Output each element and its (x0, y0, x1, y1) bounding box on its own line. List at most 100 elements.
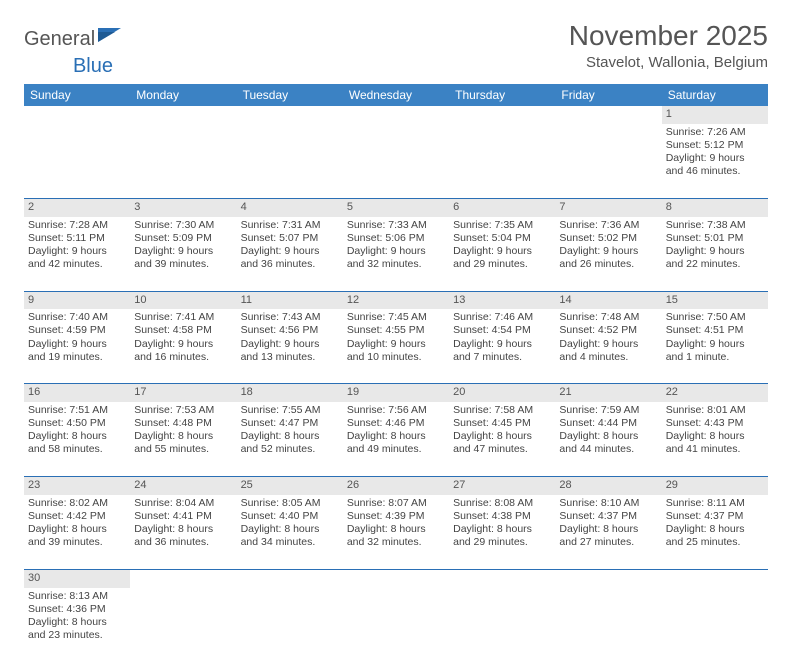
day-number-cell: 20 (449, 384, 555, 402)
sunrise-text: Sunrise: 7:41 AM (134, 311, 232, 324)
sunset-text: Sunset: 4:55 PM (347, 324, 445, 337)
day-number-cell: 8 (662, 198, 768, 216)
weekday-header-row: Sunday Monday Tuesday Wednesday Thursday… (24, 84, 768, 106)
day-detail-cell: Sunrise: 8:10 AMSunset: 4:37 PMDaylight:… (555, 495, 661, 570)
daylight-text-2: and 4 minutes. (559, 351, 657, 364)
day-number-cell (555, 106, 661, 124)
daylight-text-2: and 58 minutes. (28, 443, 126, 456)
sunrise-text: Sunrise: 8:13 AM (28, 590, 126, 603)
sunrise-text: Sunrise: 7:35 AM (453, 219, 551, 232)
day-detail-cell (130, 588, 236, 662)
sunrise-text: Sunrise: 7:56 AM (347, 404, 445, 417)
weekday-header: Tuesday (237, 84, 343, 106)
daylight-text-2: and 27 minutes. (559, 536, 657, 549)
day-number-cell: 16 (24, 384, 130, 402)
daylight-text-2: and 39 minutes. (28, 536, 126, 549)
day-number-cell (24, 106, 130, 124)
day-number-cell: 7 (555, 198, 661, 216)
daylight-text-2: and 36 minutes. (241, 258, 339, 271)
day-number-cell (237, 106, 343, 124)
daylight-text: Daylight: 9 hours (666, 152, 764, 165)
day-number-cell: 30 (24, 569, 130, 587)
sunrise-text: Sunrise: 7:33 AM (347, 219, 445, 232)
daylight-text: Daylight: 8 hours (453, 523, 551, 536)
day-number-cell (130, 106, 236, 124)
daylight-text: Daylight: 8 hours (28, 523, 126, 536)
sunrise-text: Sunrise: 7:46 AM (453, 311, 551, 324)
day-number-cell (662, 569, 768, 587)
day-detail-cell: Sunrise: 7:33 AMSunset: 5:06 PMDaylight:… (343, 217, 449, 292)
daynum-row: 23242526272829 (24, 477, 768, 495)
day-number-cell (449, 569, 555, 587)
day-detail-cell (449, 588, 555, 662)
day-detail-cell: Sunrise: 7:55 AMSunset: 4:47 PMDaylight:… (237, 402, 343, 477)
day-number-cell: 21 (555, 384, 661, 402)
day-detail-cell: Sunrise: 7:28 AMSunset: 5:11 PMDaylight:… (24, 217, 130, 292)
day-detail-cell: Sunrise: 7:45 AMSunset: 4:55 PMDaylight:… (343, 309, 449, 384)
sunset-text: Sunset: 5:06 PM (347, 232, 445, 245)
daylight-text-2: and 32 minutes. (347, 536, 445, 549)
day-detail-cell: Sunrise: 7:53 AMSunset: 4:48 PMDaylight:… (130, 402, 236, 477)
day-detail-cell: Sunrise: 7:59 AMSunset: 4:44 PMDaylight:… (555, 402, 661, 477)
day-detail-cell (237, 124, 343, 199)
daylight-text: Daylight: 9 hours (28, 338, 126, 351)
daylight-text: Daylight: 9 hours (559, 245, 657, 258)
sunrise-text: Sunrise: 7:59 AM (559, 404, 657, 417)
logo-text-2: Blue (73, 55, 113, 78)
daylight-text: Daylight: 8 hours (28, 430, 126, 443)
sunrise-text: Sunrise: 8:04 AM (134, 497, 232, 510)
detail-row: Sunrise: 8:13 AMSunset: 4:36 PMDaylight:… (24, 588, 768, 662)
sunset-text: Sunset: 5:04 PM (453, 232, 551, 245)
sunrise-text: Sunrise: 8:01 AM (666, 404, 764, 417)
sunset-text: Sunset: 4:47 PM (241, 417, 339, 430)
day-detail-cell: Sunrise: 7:30 AMSunset: 5:09 PMDaylight:… (130, 217, 236, 292)
day-number-cell (130, 569, 236, 587)
daylight-text: Daylight: 8 hours (666, 430, 764, 443)
sunset-text: Sunset: 4:54 PM (453, 324, 551, 337)
detail-row: Sunrise: 8:02 AMSunset: 4:42 PMDaylight:… (24, 495, 768, 570)
sunrise-text: Sunrise: 8:07 AM (347, 497, 445, 510)
day-number-cell: 27 (449, 477, 555, 495)
weekday-header: Thursday (449, 84, 555, 106)
day-detail-cell (343, 124, 449, 199)
sunset-text: Sunset: 5:01 PM (666, 232, 764, 245)
daylight-text: Daylight: 9 hours (134, 338, 232, 351)
day-number-cell: 13 (449, 291, 555, 309)
daylight-text: Daylight: 9 hours (453, 338, 551, 351)
sunset-text: Sunset: 4:56 PM (241, 324, 339, 337)
sunrise-text: Sunrise: 8:05 AM (241, 497, 339, 510)
sunset-text: Sunset: 4:39 PM (347, 510, 445, 523)
day-detail-cell (237, 588, 343, 662)
day-detail-cell: Sunrise: 7:26 AMSunset: 5:12 PMDaylight:… (662, 124, 768, 199)
day-detail-cell (343, 588, 449, 662)
day-number-cell (555, 569, 661, 587)
sunset-text: Sunset: 4:36 PM (28, 603, 126, 616)
day-detail-cell (555, 588, 661, 662)
weekday-header: Wednesday (343, 84, 449, 106)
day-detail-cell (555, 124, 661, 199)
daynum-row: 2345678 (24, 198, 768, 216)
daylight-text-2: and 29 minutes. (453, 536, 551, 549)
daylight-text: Daylight: 9 hours (241, 338, 339, 351)
daylight-text-2: and 34 minutes. (241, 536, 339, 549)
sunrise-text: Sunrise: 7:45 AM (347, 311, 445, 324)
sunset-text: Sunset: 4:38 PM (453, 510, 551, 523)
day-detail-cell: Sunrise: 7:36 AMSunset: 5:02 PMDaylight:… (555, 217, 661, 292)
title-block: November 2025 Stavelot, Wallonia, Belgiu… (569, 20, 768, 71)
daylight-text-2: and 49 minutes. (347, 443, 445, 456)
daylight-text-2: and 29 minutes. (453, 258, 551, 271)
sunset-text: Sunset: 4:52 PM (559, 324, 657, 337)
daylight-text-2: and 39 minutes. (134, 258, 232, 271)
day-number-cell: 29 (662, 477, 768, 495)
daylight-text-2: and 46 minutes. (666, 165, 764, 178)
sunrise-text: Sunrise: 7:53 AM (134, 404, 232, 417)
day-number-cell: 15 (662, 291, 768, 309)
day-detail-cell: Sunrise: 7:56 AMSunset: 4:46 PMDaylight:… (343, 402, 449, 477)
daylight-text: Daylight: 9 hours (28, 245, 126, 258)
sunrise-text: Sunrise: 7:58 AM (453, 404, 551, 417)
daylight-text-2: and 16 minutes. (134, 351, 232, 364)
day-number-cell (343, 106, 449, 124)
day-detail-cell: Sunrise: 7:50 AMSunset: 4:51 PMDaylight:… (662, 309, 768, 384)
sunrise-text: Sunrise: 7:51 AM (28, 404, 126, 417)
day-detail-cell: Sunrise: 7:41 AMSunset: 4:58 PMDaylight:… (130, 309, 236, 384)
